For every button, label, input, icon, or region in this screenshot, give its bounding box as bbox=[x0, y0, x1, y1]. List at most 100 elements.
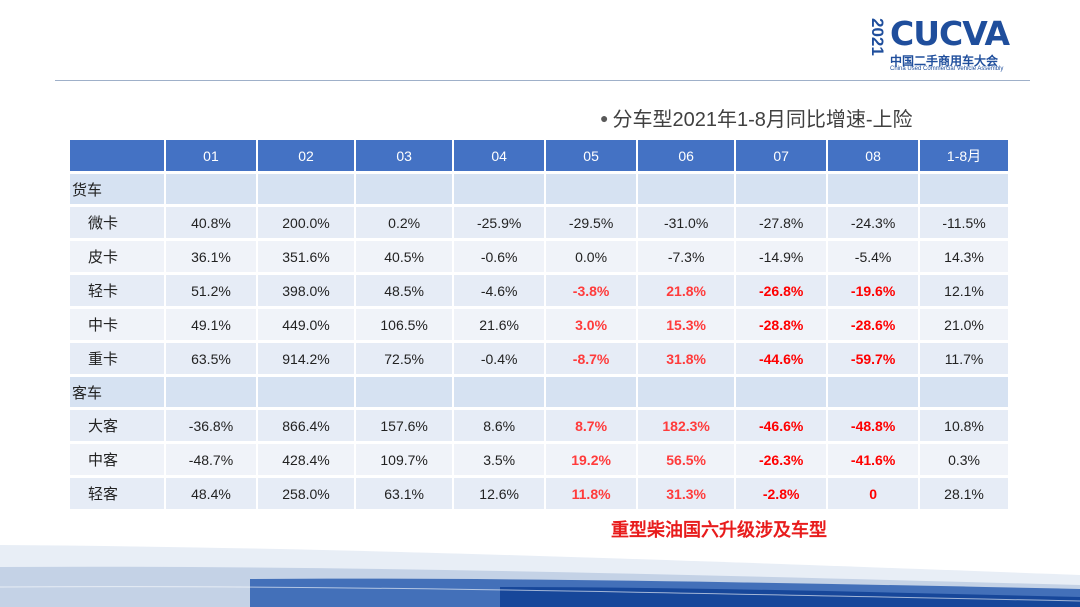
category-cell bbox=[454, 377, 547, 410]
header-cell: 01 bbox=[166, 140, 258, 174]
value-cell: 21.8% bbox=[638, 275, 737, 309]
row-label: 皮卡 bbox=[70, 241, 166, 275]
growth-table: 01 02 03 04 05 06 07 08 1-8月 货车 微卡 40.8% 20… bbox=[70, 140, 1010, 512]
row-label: 微卡 bbox=[70, 207, 166, 241]
value-cell: 0.3% bbox=[920, 444, 1010, 478]
category-cell bbox=[454, 174, 547, 207]
value-cell: 49.1% bbox=[166, 309, 258, 343]
category-cell bbox=[546, 174, 639, 207]
value-cell: 11.8% bbox=[546, 478, 639, 512]
value-cell: -59.7% bbox=[828, 343, 921, 377]
table-header-row: 01 02 03 04 05 06 07 08 1-8月 bbox=[70, 140, 1010, 174]
value-cell: 51.2% bbox=[166, 275, 258, 309]
value-cell: 63.5% bbox=[166, 343, 258, 377]
value-cell: 31.3% bbox=[638, 478, 737, 512]
category-cell bbox=[920, 174, 1010, 207]
table-row: 皮卡 36.1% 351.6% 40.5% -0.6% 0.0% -7.3% -14.9% -5… bbox=[70, 241, 1010, 275]
row-label: 大客 bbox=[70, 410, 166, 444]
value-cell: 157.6% bbox=[356, 410, 455, 444]
header-cell: 02 bbox=[257, 140, 357, 174]
value-cell: 28.1% bbox=[920, 478, 1010, 512]
value-cell: 40.8% bbox=[166, 207, 258, 241]
table-row: 大客 -36.8% 866.4% 157.6% 8.6% 8.7% 182.3% -46.6%… bbox=[70, 410, 1010, 444]
value-cell: -31.0% bbox=[638, 207, 737, 241]
value-cell: -14.9% bbox=[736, 241, 829, 275]
category-label: 货车 bbox=[70, 174, 166, 207]
value-cell: -2.8% bbox=[736, 478, 829, 512]
value-cell: -4.6% bbox=[454, 275, 547, 309]
value-cell: 48.5% bbox=[356, 275, 455, 309]
row-label: 轻卡 bbox=[70, 275, 166, 309]
category-cell bbox=[638, 377, 737, 410]
logo-chinese-name: 中国二手商用车大会 bbox=[890, 54, 999, 68]
value-cell: -41.6% bbox=[828, 444, 921, 478]
table-row: 中卡 49.1% 449.0% 106.5% 21.6% 3.0% 15.3% -28.8% -… bbox=[70, 309, 1010, 343]
value-cell: -5.4% bbox=[828, 241, 921, 275]
value-cell: 200.0% bbox=[257, 207, 357, 241]
value-cell: 11.7% bbox=[920, 343, 1010, 377]
value-cell: 21.6% bbox=[454, 309, 547, 343]
header-cell: 04 bbox=[454, 140, 547, 174]
subtitle-text: 分车型2021年1-8月同比增速-上险 bbox=[612, 109, 913, 131]
value-cell: 449.0% bbox=[257, 309, 357, 343]
category-cell bbox=[828, 377, 921, 410]
value-cell: -8.7% bbox=[546, 343, 639, 377]
bullet-icon: ● bbox=[600, 110, 609, 126]
category-cell bbox=[356, 377, 455, 410]
value-cell: 40.5% bbox=[356, 241, 455, 275]
table-row: 轻卡 51.2% 398.0% 48.5% -4.6% -3.8% 21.8% -26.8% -… bbox=[70, 275, 1010, 309]
value-cell: 182.3% bbox=[638, 410, 737, 444]
value-cell: 21.0% bbox=[920, 309, 1010, 343]
value-cell: -11.5% bbox=[920, 207, 1010, 241]
value-cell: 8.7% bbox=[546, 410, 639, 444]
category-cell bbox=[736, 174, 829, 207]
value-cell: -28.8% bbox=[736, 309, 829, 343]
value-cell: 109.7% bbox=[356, 444, 455, 478]
table-row: 重卡 63.5% 914.2% 72.5% -0.4% -8.7% 31.8% -44.6% -… bbox=[70, 343, 1010, 377]
value-cell: 106.5% bbox=[356, 309, 455, 343]
value-cell: -48.7% bbox=[166, 444, 258, 478]
logo-english-name: China Used Commercial Vehicle Assembly bbox=[890, 66, 1004, 72]
value-cell: -26.3% bbox=[736, 444, 829, 478]
value-cell: -46.6% bbox=[736, 410, 829, 444]
value-cell: -0.4% bbox=[454, 343, 547, 377]
row-label: 中卡 bbox=[70, 309, 166, 343]
category-cell bbox=[166, 377, 258, 410]
value-cell: 866.4% bbox=[257, 410, 357, 444]
value-cell: 8.6% bbox=[454, 410, 547, 444]
value-cell: -25.9% bbox=[454, 207, 547, 241]
value-cell: 19.2% bbox=[546, 444, 639, 478]
value-cell: 3.0% bbox=[546, 309, 639, 343]
value-cell: 3.5% bbox=[454, 444, 547, 478]
category-cell bbox=[638, 174, 737, 207]
logo-year: 2021 bbox=[868, 18, 887, 56]
category-cell bbox=[257, 377, 357, 410]
value-cell: -48.8% bbox=[828, 410, 921, 444]
slide-subtitle: ● 分车型2021年1-8月同比增速-上险 bbox=[600, 103, 913, 132]
header-cell: 03 bbox=[356, 140, 455, 174]
value-cell: 14.3% bbox=[920, 241, 1010, 275]
category-cell bbox=[920, 377, 1010, 410]
header-cell bbox=[70, 140, 166, 174]
category-cell bbox=[736, 377, 829, 410]
value-cell: -24.3% bbox=[828, 207, 921, 241]
category-label: 客车 bbox=[70, 377, 166, 410]
table-row: 轻客 48.4% 258.0% 63.1% 12.6% 11.8% 31.3% -2.8% 0 2… bbox=[70, 478, 1010, 512]
header-cell: 06 bbox=[638, 140, 737, 174]
value-cell: -19.6% bbox=[828, 275, 921, 309]
table-row: 微卡 40.8% 200.0% 0.2% -25.9% -29.5% -31.0% -27.8… bbox=[70, 207, 1010, 241]
value-cell: -7.3% bbox=[638, 241, 737, 275]
cucva-logo: 2021 CUCVA 中国二手商用车大会 China Used Commerci… bbox=[868, 16, 1028, 74]
table-body: 货车 微卡 40.8% 200.0% 0.2% -25.9% -29.5% -31.0% -27… bbox=[70, 174, 1010, 512]
category-cell bbox=[356, 174, 455, 207]
value-cell: 0.0% bbox=[546, 241, 639, 275]
value-cell: 12.1% bbox=[920, 275, 1010, 309]
value-cell: -0.6% bbox=[454, 241, 547, 275]
value-cell: -26.8% bbox=[736, 275, 829, 309]
header-cell: 1-8月 bbox=[920, 140, 1010, 174]
value-cell: 351.6% bbox=[257, 241, 357, 275]
category-row: 客车 bbox=[70, 377, 1010, 410]
category-cell bbox=[546, 377, 639, 410]
logo-mark: CUCVA bbox=[890, 14, 1010, 53]
row-label: 重卡 bbox=[70, 343, 166, 377]
